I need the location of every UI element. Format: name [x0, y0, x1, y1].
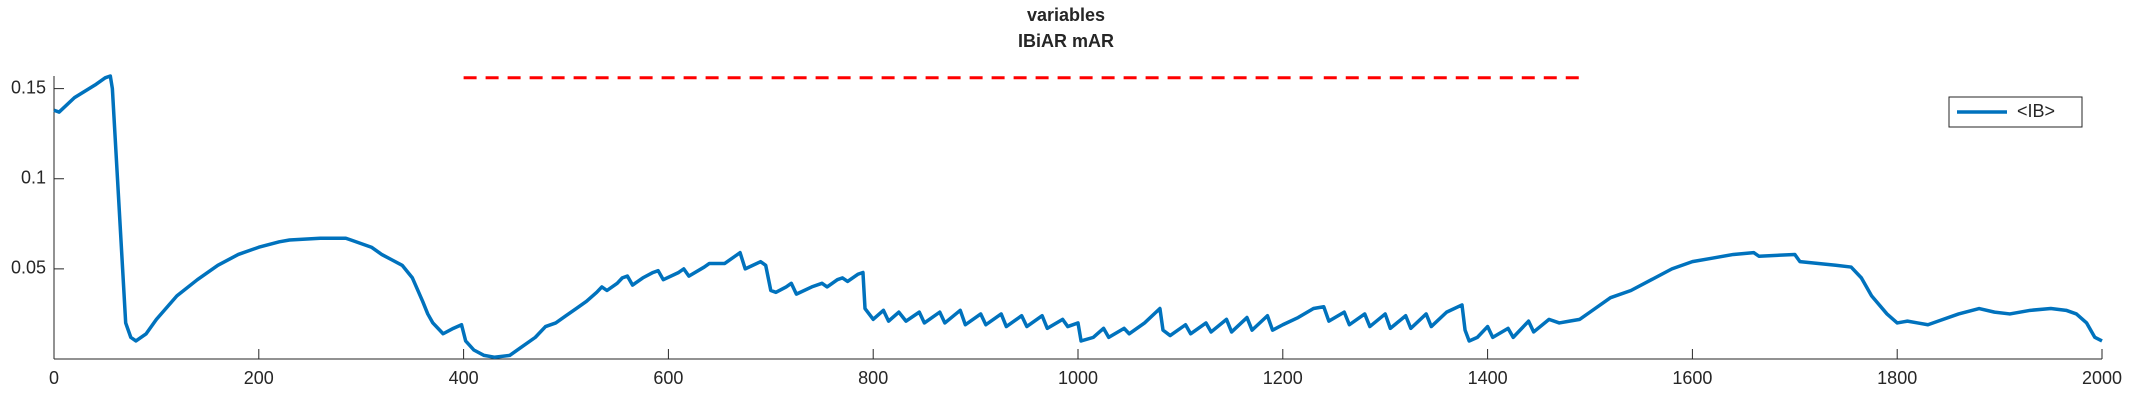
x-tick-label: 1800: [1877, 368, 1917, 388]
x-tick-label: 600: [653, 368, 683, 388]
chart-subtitle: IBiAR mAR: [1018, 31, 1114, 51]
x-tick-label: 1600: [1672, 368, 1712, 388]
x-tick-label: 1400: [1468, 368, 1508, 388]
x-tick-label: 2000: [2082, 368, 2122, 388]
x-tick-label: 1000: [1058, 368, 1098, 388]
x-tick-label: 1200: [1263, 368, 1303, 388]
y-tick-label: 0.1: [21, 167, 46, 187]
data-line: [53, 74, 2103, 359]
x-tick-label: 400: [449, 368, 479, 388]
legend-label: <IB>: [2017, 101, 2055, 121]
y-tick-label: 0.15: [11, 77, 46, 97]
chart-title: variables: [1027, 5, 1105, 25]
y-tick-label: 0.05: [11, 258, 46, 278]
x-tick-label: 0: [49, 368, 59, 388]
x-tick-label: 800: [858, 368, 888, 388]
x-tick-label: 200: [244, 368, 274, 388]
